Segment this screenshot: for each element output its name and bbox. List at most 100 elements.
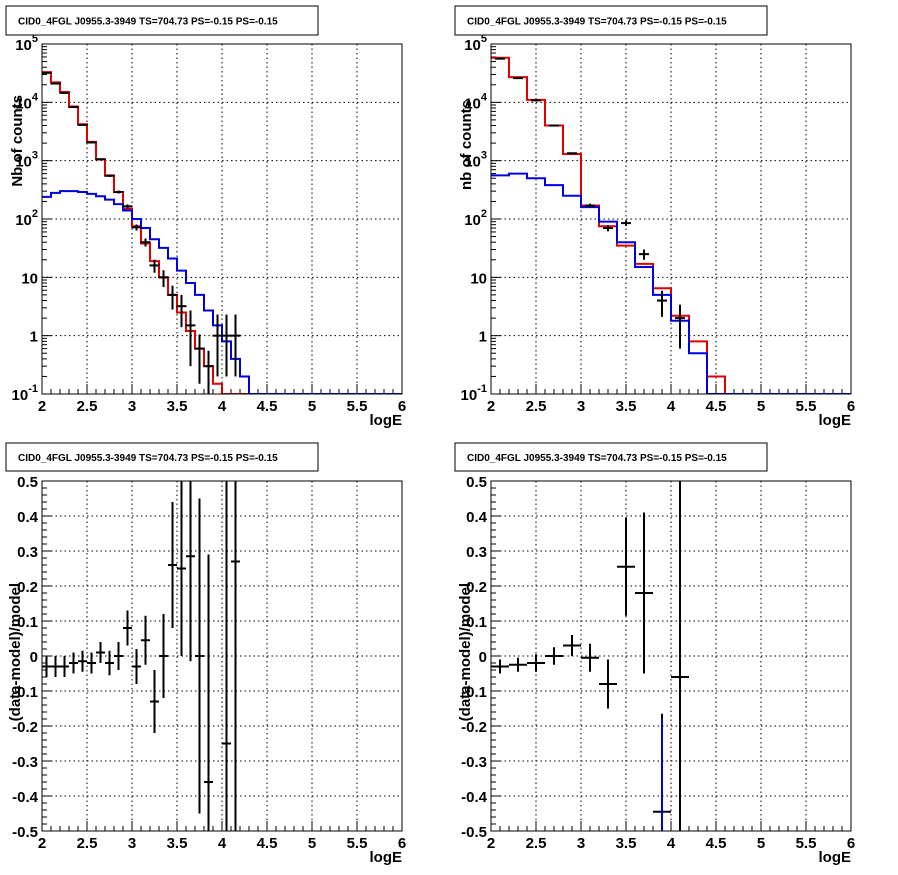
data-point: [113, 190, 124, 194]
chart-title-box: [454, 442, 768, 472]
y-tick-label: 1: [479, 329, 487, 346]
y-tick-label: 103: [15, 150, 38, 171]
data-point: [563, 635, 581, 656]
x-tick-label: 2: [38, 398, 46, 415]
chart-title: CID0_4FGL J0955.3-3949 TS=704.73 PS=-0.1…: [18, 453, 278, 464]
x-tick-label: 3.5: [616, 398, 637, 415]
x-tick-label: 3: [128, 398, 136, 415]
y-tick-label: 10: [470, 270, 487, 287]
y-tick-label: -0.2: [12, 719, 38, 736]
y-tick-label: 0.1: [466, 614, 487, 631]
x-tick-label: 3: [577, 398, 585, 415]
x-axis-label: logE: [819, 412, 852, 429]
chart-title-box: [5, 442, 319, 472]
plot-frame: [490, 480, 852, 832]
data-point: [599, 659, 617, 709]
y-tick-label: 102: [464, 208, 487, 229]
x-tick-label: 5: [308, 398, 316, 415]
data-point: [176, 294, 187, 328]
data-point: [194, 334, 205, 384]
x-tick-label: 4.5: [706, 398, 727, 415]
chart-title: CID0_4FGL J0955.3-3949 TS=704.73 PS=-0.1…: [467, 453, 727, 464]
x-tick-label: 5.5: [347, 398, 368, 415]
data-point: [167, 285, 178, 310]
data-point: [122, 204, 133, 209]
data-point: [671, 481, 689, 831]
chart-panel-4: CID0_4FGL J0955.3-3949 TS=704.73 PS=-0.1…: [454, 442, 855, 866]
y-axis-label: nb of counts: [458, 100, 475, 190]
x-tick-label: 2.5: [77, 835, 98, 852]
x-tick-label: 5: [308, 835, 316, 852]
data-point: [617, 517, 635, 616]
data-point: [509, 657, 527, 672]
data-point: [585, 203, 595, 208]
data-point: [51, 656, 60, 677]
x-tick-label: 5: [757, 398, 765, 415]
y-tick-label: 0.5: [17, 474, 38, 491]
data-point: [186, 481, 195, 662]
x-tick-label: 3.5: [616, 835, 637, 852]
x-tick-label: 6: [847, 835, 855, 852]
data-point: [231, 481, 240, 831]
data-point: [549, 124, 559, 127]
data-point: [131, 224, 142, 231]
plot-frame: [490, 43, 852, 395]
data-point: [78, 650, 87, 672]
data-point: [657, 290, 667, 317]
data-point: [567, 152, 577, 155]
y-tick-label: -0.3: [461, 754, 487, 771]
chart-title-box: [454, 5, 768, 36]
y-tick-label: 0.3: [466, 544, 487, 561]
chart-title-box: [5, 5, 319, 36]
chart-panel-1: CID0_4FGL J0955.3-3949 TS=704.73 PS=-0.1…: [5, 5, 406, 429]
x-tick-label: 4.5: [706, 835, 727, 852]
x-tick-label: 4: [218, 835, 227, 852]
y-tick-label: 10-1: [12, 383, 38, 404]
y-tick-label: -0.1: [12, 684, 38, 701]
y-tick-label: -0.4: [461, 789, 488, 806]
data-point: [675, 304, 685, 349]
x-tick-label: 3: [577, 835, 585, 852]
data-point: [639, 249, 649, 260]
y-tick-label: 104: [15, 91, 39, 112]
data-point: [222, 481, 231, 831]
y-axis-label: (data-model)/model: [457, 583, 474, 721]
data-point: [635, 512, 653, 674]
data-point: [104, 174, 115, 177]
x-tick-label: 2.5: [77, 398, 98, 415]
y-tick-label: 0.2: [17, 579, 38, 596]
data-point: [491, 659, 509, 674]
data-layer: [491, 481, 689, 831]
x-tick-label: 5.5: [796, 398, 817, 415]
x-tick-label: 2.5: [526, 835, 547, 852]
chart-panel-2: CID0_4FGL J0955.3-3949 TS=704.73 PS=-0.1…: [454, 5, 855, 429]
x-tick-label: 6: [398, 398, 406, 415]
x-tick-label: 3: [128, 835, 136, 852]
histogram-series-2: [491, 172, 851, 394]
histogram-series-2: [42, 190, 402, 394]
y-tick-label: 0.1: [17, 614, 38, 631]
data-layer: [42, 71, 402, 394]
y-tick-label: -0.1: [461, 684, 487, 701]
x-tick-label: 3.5: [167, 398, 188, 415]
data-point: [132, 649, 141, 684]
chart-panel-3: CID0_4FGL J0955.3-3949 TS=704.73 PS=-0.1…: [5, 442, 406, 866]
data-point: [105, 650, 114, 676]
data-point: [195, 498, 204, 814]
data-point: [230, 314, 241, 377]
y-tick-label: 0.2: [466, 579, 487, 596]
x-tick-label: 4: [218, 398, 227, 415]
x-tick-label: 2.5: [526, 398, 547, 415]
y-axis-label: (data-model)/model: [7, 583, 24, 721]
data-layer: [491, 56, 851, 394]
data-point: [150, 670, 159, 733]
data-point: [221, 314, 232, 377]
data-point: [141, 615, 150, 665]
data-point: [69, 652, 78, 674]
x-tick-label: 6: [847, 398, 855, 415]
data-point: [177, 481, 186, 656]
data-point: [581, 643, 599, 672]
y-tick-label: 105: [15, 33, 38, 54]
